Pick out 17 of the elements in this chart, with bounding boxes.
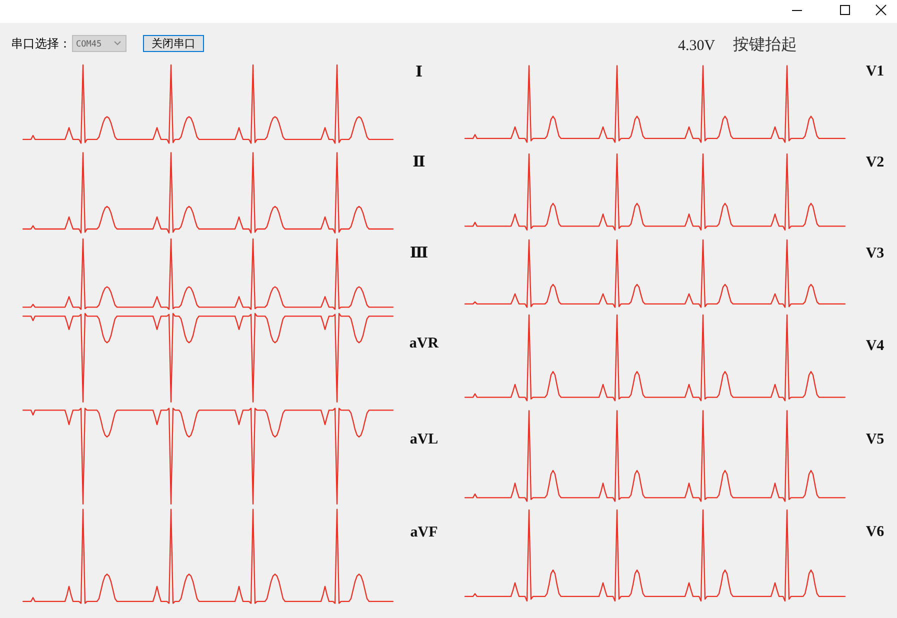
annotation: COM45	[76, 40, 102, 50]
series-name: Ⅲ	[410, 245, 428, 262]
annotation: 串口选择：	[11, 36, 71, 50]
series-name: aVF	[410, 524, 438, 541]
series-name: Ⅰ	[415, 64, 423, 81]
series-name: V2	[866, 154, 884, 171]
series-name: V1	[866, 64, 884, 80]
series-name: aVR	[409, 336, 439, 352]
series-name: V3	[866, 245, 884, 262]
series-name: Ⅱ	[412, 154, 426, 171]
series-name: aVL	[410, 431, 438, 448]
series-name: V6	[866, 524, 884, 540]
series-name: V4	[866, 338, 884, 354]
series-name: V5	[866, 431, 884, 448]
annotation: 按键抬起	[733, 36, 797, 54]
annotation: 4.30V	[678, 38, 716, 54]
annotation: 关闭串口	[143, 35, 204, 52]
